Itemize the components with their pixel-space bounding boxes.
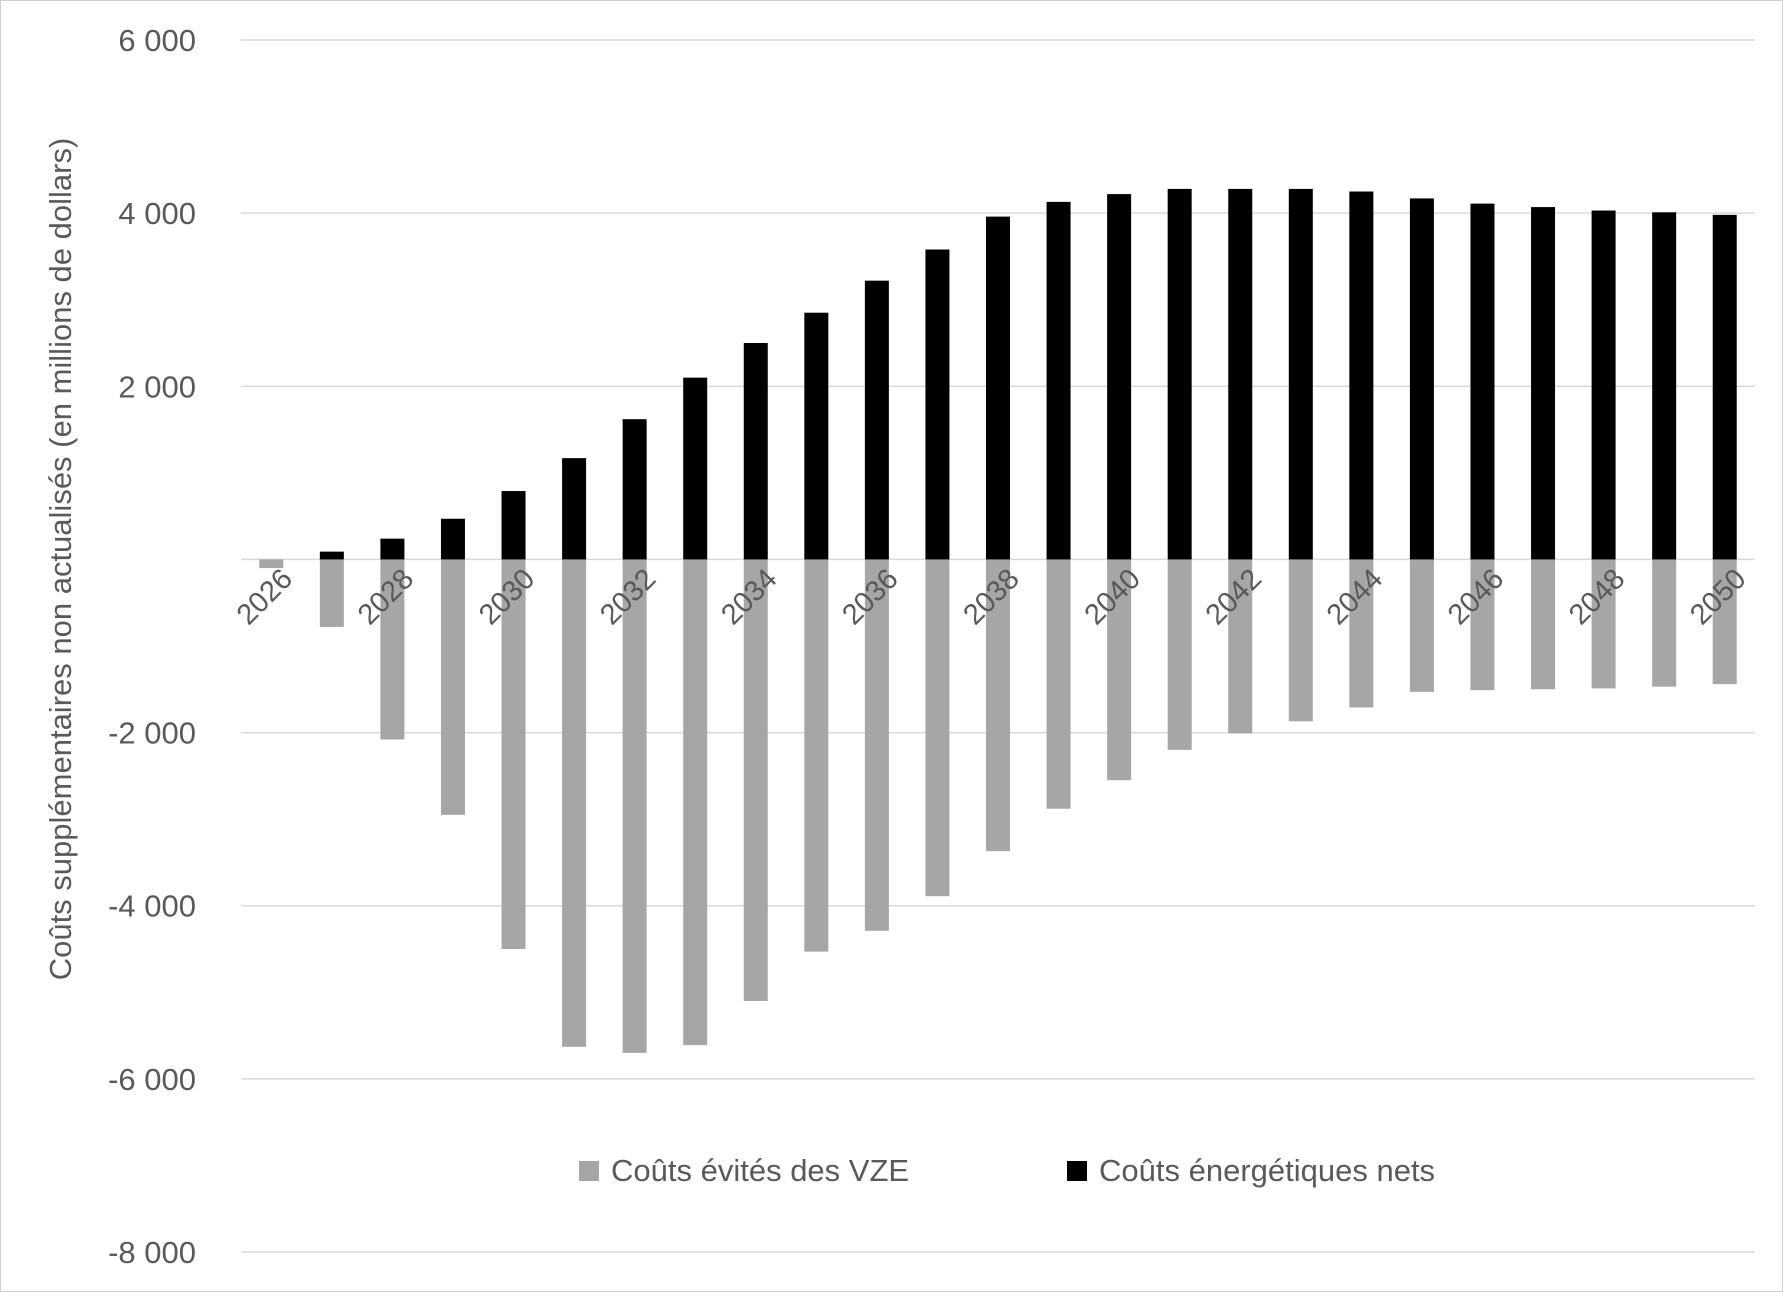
bar-avoided-costs [440,559,465,815]
bar-avoided-costs [1591,559,1616,689]
bar-avoided-costs [925,559,950,897]
bar-avoided-costs [1228,559,1253,734]
bar-avoided-costs [1470,559,1495,691]
legend-label: Coûts évités des VZE [611,1153,909,1188]
y-tick-label: -8 000 [108,1235,196,1270]
bar-avoided-costs [1349,559,1374,708]
legend-label: Coûts énergétiques nets [1099,1153,1435,1188]
legend-swatch [1067,1161,1087,1181]
bar-net-energy-costs [1046,201,1071,560]
bar-avoided-costs [319,559,344,627]
bar-avoided-costs [1409,559,1434,692]
y-tick-label: -2 000 [108,716,196,751]
bar-net-energy-costs [1107,194,1132,560]
bar-avoided-costs [1712,559,1737,685]
bar-avoided-costs [501,559,526,949]
y-axis-label: Coûts supplémentaires non actualisés (en… [43,138,78,981]
y-tick-label: 4 000 [118,196,196,231]
bar-net-energy-costs [1228,188,1253,560]
bar-net-energy-costs [986,216,1010,560]
bar-avoided-costs [1288,559,1313,722]
bar-net-energy-costs [864,280,889,560]
bar-net-energy-costs [743,343,768,560]
x-tick-label: 2026 [231,563,299,631]
y-tick-label: -4 000 [108,889,196,924]
bar-net-energy-costs [1531,207,1556,560]
bar-avoided-costs [1531,559,1556,690]
bar-net-energy-costs [380,538,405,560]
bar-avoided-costs [1167,559,1192,750]
bar-avoided-costs [562,559,587,1047]
bar-net-energy-costs [562,458,587,560]
bar-avoided-costs [622,559,647,1053]
bar-net-energy-costs [1712,214,1737,560]
bar-avoided-costs [743,559,768,1001]
bar-net-energy-costs [1167,188,1192,560]
bar-net-energy-costs [804,312,829,560]
bar-avoided-costs [380,559,405,740]
y-tick-label: 2 000 [118,369,196,404]
bar-net-energy-costs [622,419,647,560]
bar-avoided-costs [986,559,1010,852]
bar-net-energy-costs [925,249,950,560]
bar-avoided-costs [1652,559,1677,687]
bars [259,188,1737,1053]
bar-net-energy-costs [1409,198,1434,560]
legend-swatch [579,1161,599,1181]
bar-net-energy-costs [501,491,526,560]
y-tick-label: 6 000 [118,23,196,58]
bar-avoided-costs [683,559,708,1046]
bar-net-energy-costs [1288,188,1313,560]
bar-avoided-costs [259,559,284,569]
bar-avoided-costs [864,559,889,931]
bar-net-energy-costs [1349,191,1374,560]
bar-net-energy-costs [1652,212,1677,560]
y-axis-tick-labels: 6 000 4 000 2 000 -2 000 -4 000 -6 000 -8 000 [108,23,196,1270]
bar-avoided-costs [804,559,829,952]
y-tick-label: -6 000 [108,1062,196,1097]
bar-avoided-costs [1046,559,1071,809]
bar-avoided-costs [1107,559,1132,781]
legend: Coûts évités des VZE Coûts énergétiques n… [579,1153,1435,1188]
bar-net-energy-costs [440,518,465,560]
bar-net-energy-costs [1470,203,1495,560]
bar-net-energy-costs [683,377,708,560]
bar-net-energy-costs [1591,210,1616,560]
bar-net-energy-costs [319,551,344,560]
